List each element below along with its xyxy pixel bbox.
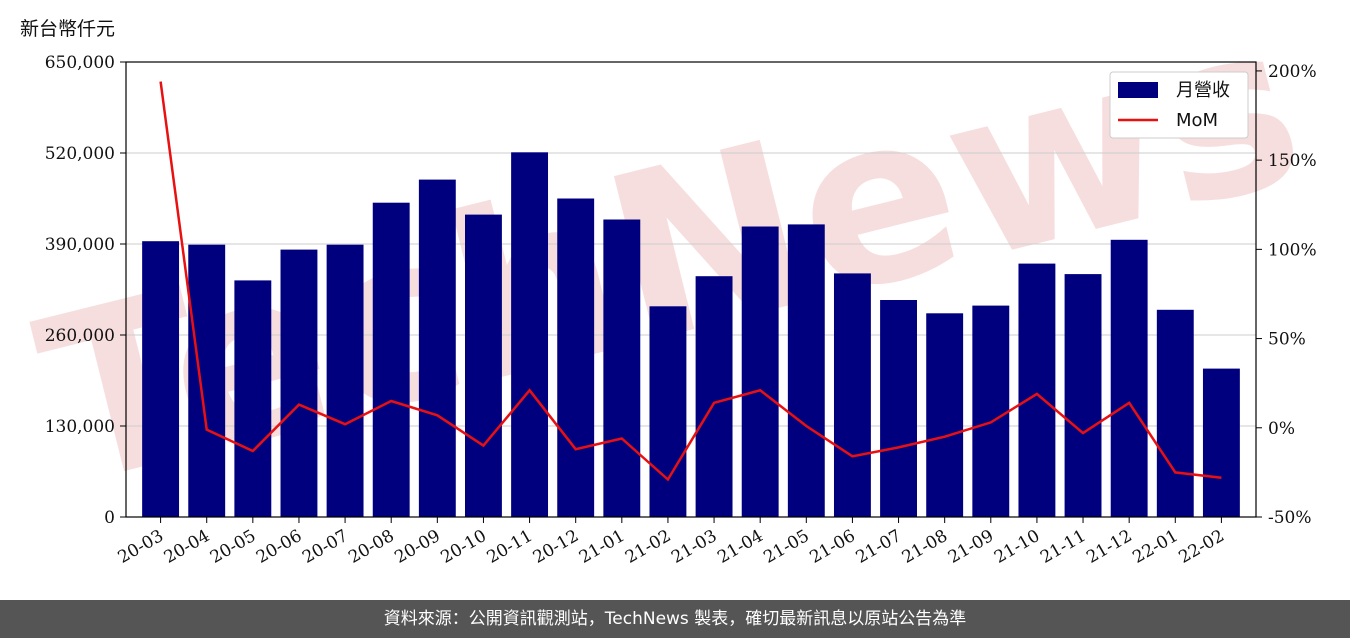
- bar: [1110, 239, 1148, 518]
- x-tick-label: 20-12: [530, 526, 582, 568]
- right-axis: -50% 0% 50% 100% 150% 200%: [1256, 62, 1317, 528]
- x-tick-label: 20-03: [115, 526, 167, 568]
- legend: 月營收 MoM: [1109, 71, 1249, 139]
- x-tick-label: 20-08: [345, 526, 397, 568]
- x-tick-label: 21-11: [1037, 526, 1089, 568]
- right-tick-label: -50%: [1268, 508, 1312, 528]
- right-tick-label: 0%: [1268, 419, 1295, 439]
- x-tick-label: 21-03: [668, 526, 720, 568]
- bar: [511, 152, 549, 518]
- bar: [372, 202, 410, 517]
- legend-bar-swatch: [1118, 82, 1158, 98]
- legend-label-mom: MoM: [1176, 110, 1218, 131]
- bar: [741, 226, 779, 517]
- bar: [1156, 309, 1194, 517]
- x-tick-label: 20-05: [207, 526, 259, 568]
- x-tick-label: 22-02: [1175, 526, 1227, 568]
- bar: [833, 273, 871, 517]
- left-axis: 0 130,000 260,000 390,000 520,000 650,000: [45, 53, 126, 528]
- x-tick-label: 21-08: [899, 526, 951, 568]
- mom-line: [159, 81, 1222, 482]
- left-tick-label: 390,000: [45, 235, 115, 255]
- x-tick-label: 20-04: [161, 526, 213, 568]
- revenue-chart: TechNews 0130,000260,000390,000520,00065…: [18, 0, 1325, 568]
- x-tick-label: 20-10: [438, 526, 490, 568]
- x-tick-label: 20-07: [299, 526, 351, 568]
- right-tick-label: 200%: [1268, 62, 1317, 82]
- x-tick-label: 20-06: [253, 526, 305, 568]
- right-tick-label: 50%: [1268, 330, 1306, 350]
- x-tick-label: 21-01: [576, 526, 628, 568]
- bar: [926, 313, 964, 517]
- x-tick-label: 21-04: [714, 526, 766, 568]
- bar: [972, 305, 1010, 517]
- right-tick-label: 100%: [1268, 240, 1317, 260]
- y-axis-unit-label: 新台幣仟元: [20, 18, 116, 40]
- right-tick-label: 150%: [1268, 151, 1317, 171]
- x-tick-label: 21-05: [760, 526, 812, 568]
- x-tick-label: 21-06: [806, 526, 858, 568]
- legend-label-revenue: 月營收: [1176, 80, 1230, 101]
- bar: [234, 280, 272, 517]
- x-tick-label: 22-01: [1129, 526, 1181, 568]
- bar: [465, 214, 502, 517]
- bar-series: [142, 152, 1240, 518]
- bar: [649, 306, 687, 517]
- bar: [280, 249, 318, 517]
- bar: [1064, 274, 1102, 517]
- x-tick-label: 21-12: [1083, 526, 1135, 568]
- bar: [142, 241, 180, 517]
- x-tick-label: 20-09: [391, 526, 443, 568]
- left-tick-label: 130,000: [45, 417, 115, 437]
- bar: [695, 276, 733, 517]
- source-footer: 資料來源：公開資訊觀測站，TechNews 製表，確切最新訊息以原站公告為準: [0, 600, 1350, 638]
- bar: [188, 244, 226, 517]
- left-tick-label: 260,000: [45, 326, 115, 346]
- bar: [880, 300, 917, 517]
- bar: [326, 244, 364, 517]
- bar: [557, 198, 595, 517]
- left-tick-label: 520,000: [45, 144, 115, 164]
- left-tick-label: 0: [104, 508, 115, 528]
- bar: [418, 179, 456, 517]
- plot-frame: [125, 61, 1257, 518]
- x-tick-label: 21-10: [991, 526, 1043, 568]
- x-tick-label: 20-11: [484, 526, 536, 568]
- x-tick-label: 21-07: [853, 526, 905, 568]
- left-tick-label: 650,000: [45, 53, 115, 73]
- bar: [787, 224, 825, 517]
- x-tick-label: 21-09: [945, 526, 997, 568]
- x-axis: 20-0320-0420-0520-0620-0720-0820-0920-10…: [115, 517, 1228, 568]
- bar: [603, 219, 641, 517]
- bar: [1018, 263, 1056, 517]
- x-tick-label: 21-02: [622, 526, 674, 568]
- bar: [1202, 368, 1240, 517]
